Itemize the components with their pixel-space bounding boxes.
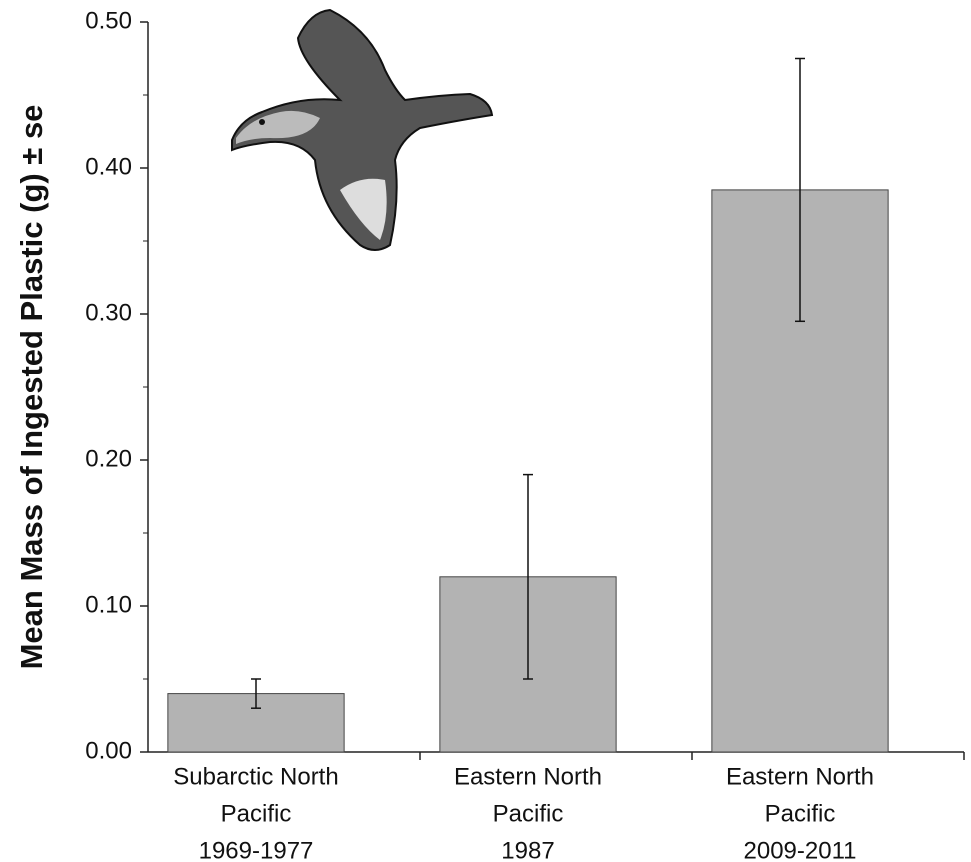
x-tick-label: Pacific bbox=[221, 800, 292, 827]
y-tick-label: 0.40 bbox=[85, 153, 132, 180]
x-tick-label: Eastern North bbox=[726, 763, 874, 790]
bird-illustration bbox=[231, 8, 494, 251]
x-tick-label: Eastern North bbox=[454, 763, 602, 790]
x-tick-label: 2009-2011 bbox=[744, 837, 857, 862]
x-tick-label: Subarctic North bbox=[173, 763, 338, 790]
y-tick-label: 0.30 bbox=[85, 299, 132, 326]
x-tick-label: Pacific bbox=[493, 800, 564, 827]
y-axis-label: Mean Mass of Ingested Plastic (g) ± se bbox=[14, 105, 49, 670]
x-tick-label: 1987 bbox=[501, 837, 554, 862]
x-tick-label: 1969-1977 bbox=[199, 837, 314, 862]
x-tick-label: Pacific bbox=[765, 800, 836, 827]
y-tick-label: 0.50 bbox=[85, 7, 132, 34]
y-tick-label: 0.10 bbox=[85, 591, 132, 618]
y-tick-label: 0.00 bbox=[85, 737, 132, 764]
y-tick-label: 0.20 bbox=[85, 445, 132, 472]
